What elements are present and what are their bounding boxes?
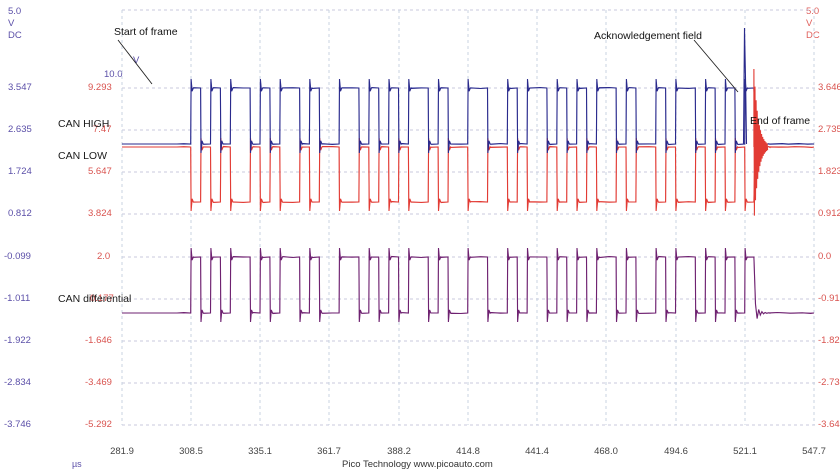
y-right-3: 0.912 bbox=[818, 208, 840, 219]
x-tick-2: 335.1 bbox=[248, 446, 272, 457]
x-tick-8: 494.6 bbox=[664, 446, 688, 457]
trace-can-high bbox=[122, 79, 814, 153]
y-right-2: 1.823 bbox=[818, 166, 840, 177]
y-left-inner-7: -3.469 bbox=[85, 377, 112, 388]
waveform-plot bbox=[0, 0, 840, 472]
annotation-end-of-frame: End of frame bbox=[750, 115, 810, 127]
y-left-outer-1: 2.635 bbox=[8, 124, 32, 135]
x-tick-3: 361.7 bbox=[317, 446, 341, 457]
x-axis-unit: µs bbox=[72, 459, 82, 469]
y-left-outer-0: 3.547 bbox=[8, 82, 32, 93]
x-tick-1: 308.5 bbox=[179, 446, 203, 457]
trace-label-can-diff: CAN differential bbox=[58, 293, 131, 305]
end-of-frame-ringing bbox=[754, 69, 768, 216]
x-tick-4: 388.2 bbox=[387, 446, 411, 457]
credit-text: Pico Technology www.picoauto.com bbox=[342, 459, 493, 470]
y-left-inner-4: 2.0 bbox=[97, 251, 110, 262]
y-left-outer-2: 1.724 bbox=[8, 166, 32, 177]
x-tick-10: 547.7 bbox=[802, 446, 826, 457]
y-left-outer-3: 0.812 bbox=[8, 208, 32, 219]
x-tick-5: 414.8 bbox=[456, 446, 480, 457]
vertical-gridlines bbox=[122, 10, 814, 425]
annotation-start-of-frame: Start of frame bbox=[114, 26, 178, 38]
trace-label-can-high: CAN HIGH bbox=[58, 118, 109, 130]
y-left-inner-2: 5.647 bbox=[88, 166, 112, 177]
y-left-outer-8: -3.746 bbox=[4, 419, 31, 430]
y-left-outer-7: -2.834 bbox=[4, 377, 31, 388]
x-tick-7: 468.0 bbox=[594, 446, 618, 457]
y-left-outer-6: -1.922 bbox=[4, 335, 31, 346]
x-tick-6: 441.4 bbox=[525, 446, 549, 457]
annotation-ack-field: Acknowledgement field bbox=[594, 30, 702, 42]
y-left-inner-3: 3.824 bbox=[88, 208, 112, 219]
y-right-5: -0.912 bbox=[818, 293, 840, 304]
y-right-7: -2.735 bbox=[818, 377, 840, 388]
oscilloscope-screen: 5.0 V DC 5.0 V DC V 10.0 bbox=[0, 0, 840, 472]
y-right-6: -1.823 bbox=[818, 335, 840, 346]
y-left-inner-6: -1.646 bbox=[85, 335, 112, 346]
y-right-8: -3.646 bbox=[818, 419, 840, 430]
y-left-outer-5: -1.011 bbox=[4, 293, 30, 304]
y-right-1: 2.735 bbox=[818, 124, 840, 135]
x-tick-9: 521.1 bbox=[733, 446, 757, 457]
y-left-outer-4: -0.099 bbox=[4, 251, 31, 262]
x-tick-0: 281.9 bbox=[110, 446, 134, 457]
y-right-0: 3.646 bbox=[818, 82, 840, 93]
y-left-inner-0: 9.293 bbox=[88, 82, 112, 93]
trace-label-can-low: CAN LOW bbox=[58, 150, 107, 162]
trace-can-differential bbox=[122, 248, 814, 322]
y-left-inner-8: -5.292 bbox=[85, 419, 112, 430]
y-right-4: 0.0 bbox=[818, 251, 831, 262]
